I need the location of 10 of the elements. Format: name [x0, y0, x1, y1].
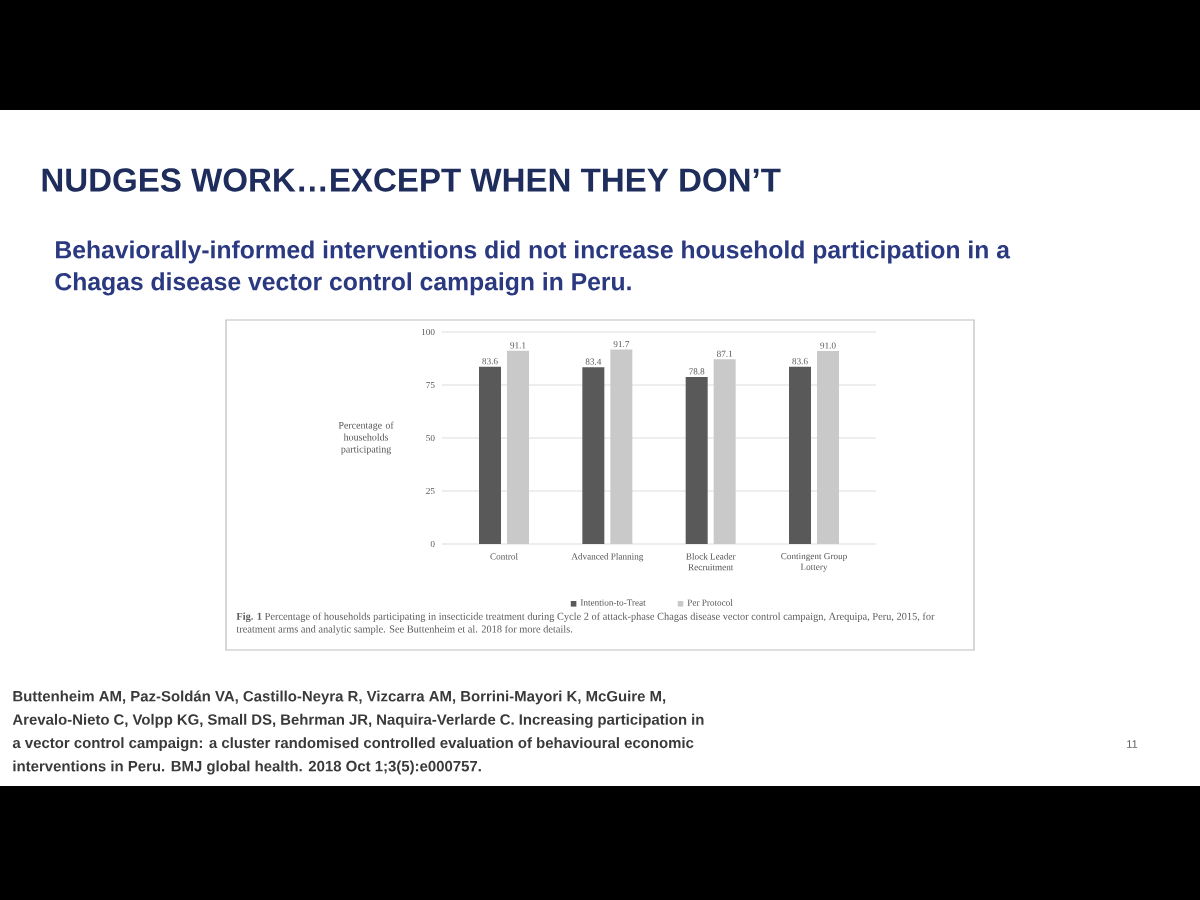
chart-title: NUDGES WORK…EXCEPT WHEN THEY DON’T: [42, 168, 781, 192]
bar: [582, 367, 605, 544]
bar: [685, 376, 708, 544]
bar: [713, 359, 736, 544]
bar: [479, 366, 502, 544]
bar: [817, 351, 840, 544]
bar: [507, 350, 530, 544]
bar: [610, 349, 633, 544]
bar: [789, 366, 812, 544]
chart-subtitle: Behaviorally-informed interventions did not increase household participation in a Chagas disease vector control campaign in Peru.: [55, 240, 1011, 296]
